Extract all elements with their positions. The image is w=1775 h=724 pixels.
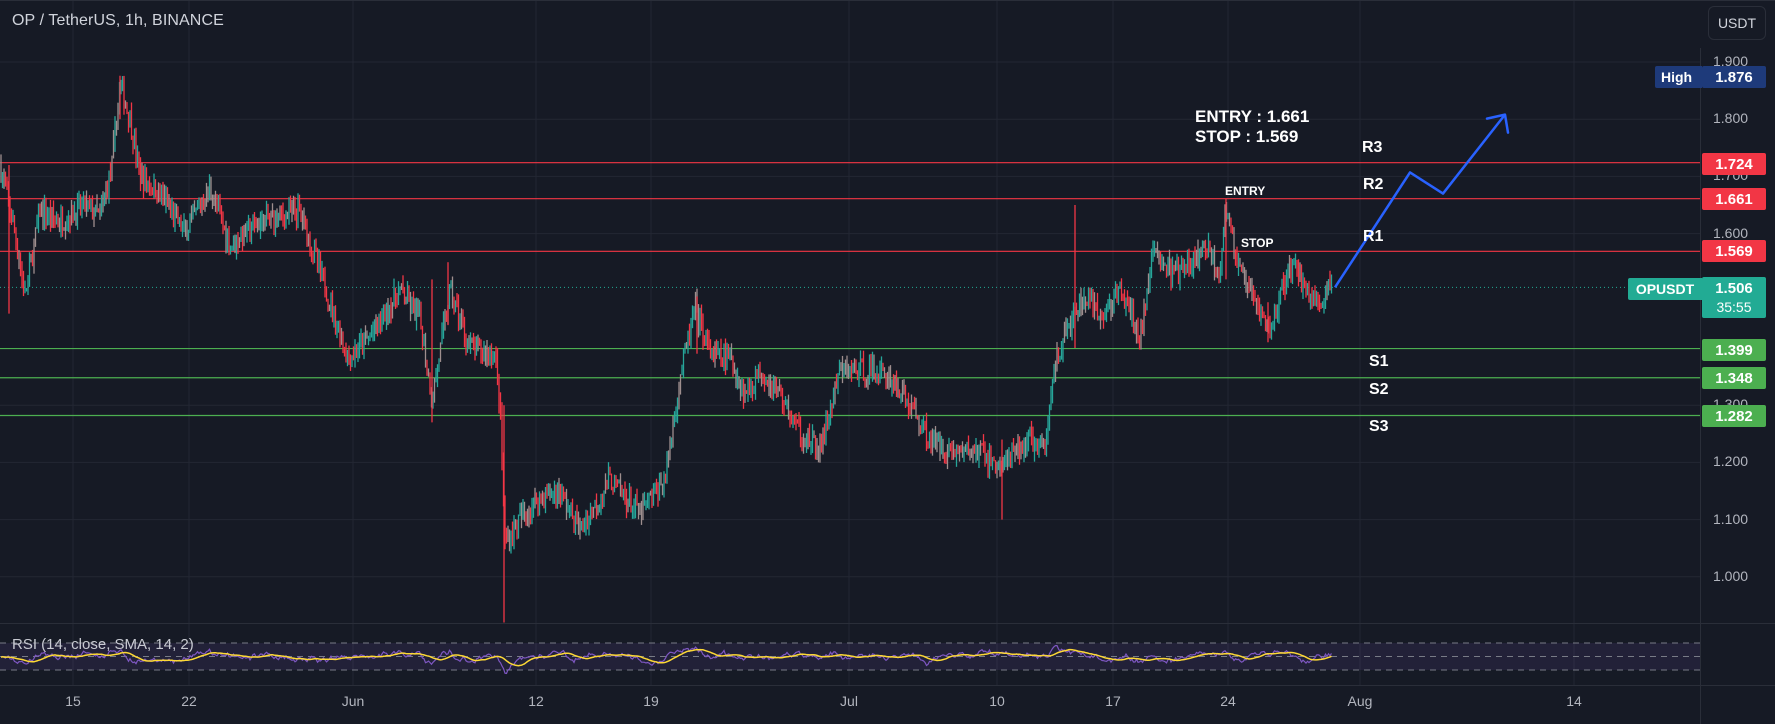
date-tick-label: 17 bbox=[1105, 693, 1121, 709]
current-price-tag: 1.506 35:55 bbox=[1702, 277, 1766, 318]
date-tick-label: 14 bbox=[1566, 693, 1582, 709]
high-price-tag: 1.876 bbox=[1702, 66, 1766, 88]
high-label-tag: High bbox=[1655, 66, 1702, 88]
r3-price: 1.724 bbox=[1715, 155, 1753, 173]
high-price: 1.876 bbox=[1715, 68, 1753, 86]
date-tick-label: 12 bbox=[528, 693, 544, 709]
s1-price: 1.399 bbox=[1715, 341, 1753, 359]
price-tick-label: 1.000 bbox=[1713, 567, 1749, 584]
s2-price: 1.348 bbox=[1715, 369, 1753, 387]
r2-price: 1.661 bbox=[1715, 190, 1753, 208]
candles bbox=[0, 75, 1333, 554]
price-tick-label: 1.600 bbox=[1713, 224, 1749, 241]
r1-label[interactable]: R1 bbox=[1363, 228, 1384, 245]
s3-label[interactable]: S3 bbox=[1369, 418, 1389, 435]
date-tick-label: Aug bbox=[1347, 693, 1373, 709]
date-tick-label: 10 bbox=[989, 693, 1005, 709]
s2-label[interactable]: S2 bbox=[1369, 381, 1389, 398]
arrow-head-icon bbox=[1485, 113, 1510, 134]
trade-box-stop[interactable]: STOP : 1.569 bbox=[1195, 127, 1299, 146]
projection-arrow-path bbox=[1333, 113, 1506, 289]
bar-countdown: 35:55 bbox=[1716, 298, 1752, 315]
price-tick-label: 1.800 bbox=[1713, 110, 1749, 127]
s1-label[interactable]: S1 bbox=[1369, 353, 1389, 370]
s3-price: 1.282 bbox=[1715, 407, 1753, 425]
r2-label[interactable]: R2 bbox=[1363, 176, 1384, 193]
symbol-title: OP / TetherUS, 1h, BINANCE bbox=[12, 12, 224, 29]
price-tick-label: 1.900 bbox=[1713, 53, 1749, 69]
trade-box-entry[interactable]: ENTRY : 1.661 bbox=[1195, 107, 1310, 126]
high-label: High bbox=[1661, 69, 1693, 85]
rsi-sma-line bbox=[0, 648, 1332, 667]
price-tick-label: 1.100 bbox=[1713, 510, 1749, 527]
symbol-tag-label: OPUSDT bbox=[1635, 281, 1695, 297]
date-tick-label: Jul bbox=[840, 693, 858, 709]
entry-marker-label[interactable]: ENTRY bbox=[1225, 184, 1266, 198]
date-tick-label: 19 bbox=[643, 693, 659, 709]
r1-price-tag: 1.569 bbox=[1702, 240, 1766, 262]
r3-price-tag: 1.724 bbox=[1702, 153, 1766, 175]
date-tick-label: 24 bbox=[1220, 693, 1236, 709]
date-tick-label: 22 bbox=[181, 693, 197, 709]
date-tick-label: 15 bbox=[65, 693, 81, 709]
rsi-indicator-label[interactable]: RSI (14, close, SMA, 14, 2) bbox=[12, 636, 194, 653]
date-tick-label: Jun bbox=[341, 693, 365, 709]
r2-price-tag: 1.661 bbox=[1702, 188, 1766, 210]
s2-price-tag: 1.348 bbox=[1702, 367, 1766, 389]
current-price: 1.506 bbox=[1715, 279, 1753, 297]
s1-price-tag: 1.399 bbox=[1702, 339, 1766, 361]
stop-marker-label[interactable]: STOP bbox=[1241, 236, 1274, 250]
currency-button[interactable]: USDT bbox=[1708, 6, 1766, 40]
r3-label[interactable]: R3 bbox=[1362, 139, 1383, 156]
r1-price: 1.569 bbox=[1715, 242, 1753, 260]
price-tick-label: 1.200 bbox=[1713, 453, 1749, 470]
symbol-tag: OPUSDT bbox=[1628, 278, 1702, 300]
s3-price-tag: 1.282 bbox=[1702, 405, 1766, 427]
rsi-line bbox=[0, 645, 1333, 675]
